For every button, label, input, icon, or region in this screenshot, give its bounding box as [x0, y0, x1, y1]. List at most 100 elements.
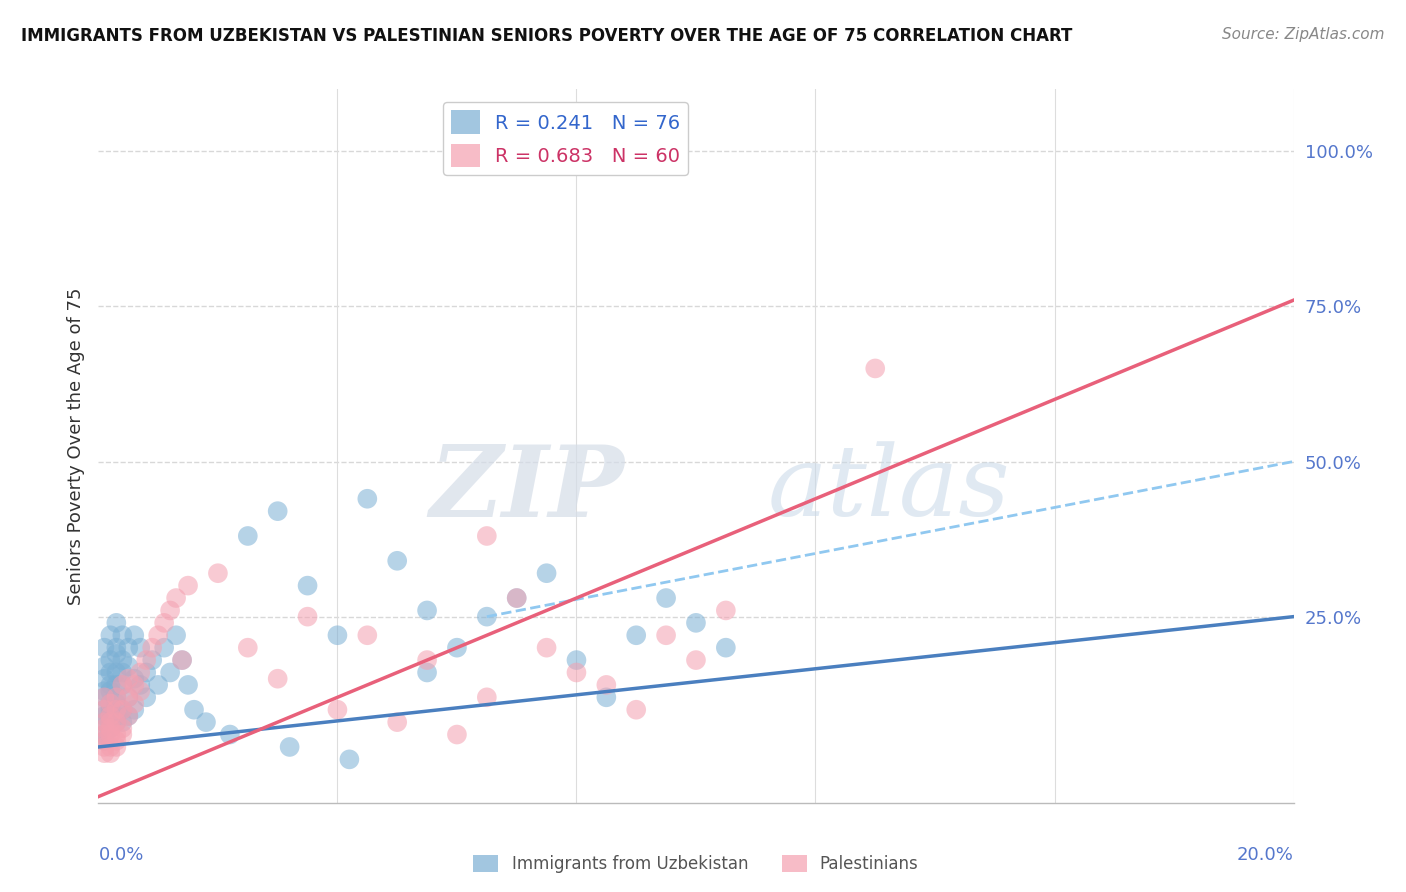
Point	[153, 615, 176, 630]
Point	[105, 739, 128, 754]
Point	[111, 703, 134, 717]
Point	[153, 640, 176, 655]
Point	[124, 697, 146, 711]
Point	[98, 739, 122, 754]
Point	[195, 715, 218, 730]
Point	[111, 678, 134, 692]
Point	[98, 722, 122, 736]
Point	[565, 665, 588, 680]
Point	[93, 703, 115, 717]
Point	[536, 640, 558, 655]
Point	[98, 746, 122, 760]
Y-axis label: Seniors Poverty Over the Age of 75: Seniors Poverty Over the Age of 75	[66, 287, 84, 605]
Point	[111, 727, 134, 741]
Text: ZIP: ZIP	[429, 441, 624, 537]
Point	[93, 739, 115, 754]
Point	[93, 722, 115, 736]
Point	[93, 709, 115, 723]
Point	[93, 640, 115, 655]
Point	[297, 579, 319, 593]
Point	[117, 709, 139, 723]
Point	[626, 628, 648, 642]
Point	[506, 591, 529, 605]
Point	[141, 640, 163, 655]
Point	[356, 491, 378, 506]
Point	[278, 739, 301, 754]
Point	[626, 703, 648, 717]
Point	[207, 566, 229, 581]
Point	[129, 678, 152, 692]
Point	[111, 722, 134, 736]
Point	[297, 609, 319, 624]
Point	[105, 697, 128, 711]
Point	[236, 529, 259, 543]
Point	[93, 746, 115, 760]
Point	[105, 665, 128, 680]
Point	[98, 628, 122, 642]
Point	[93, 727, 115, 741]
Point	[148, 678, 170, 692]
Point	[98, 709, 122, 723]
Point	[129, 684, 152, 698]
Point	[111, 715, 134, 730]
Point	[475, 529, 498, 543]
Point	[165, 591, 187, 605]
Point	[124, 703, 146, 717]
Point	[865, 361, 887, 376]
Point	[685, 653, 707, 667]
Point	[416, 665, 439, 680]
Point	[111, 653, 134, 667]
Point	[446, 640, 468, 655]
Point	[93, 733, 115, 747]
Point	[105, 678, 128, 692]
Point	[105, 715, 128, 730]
Point	[267, 672, 290, 686]
Point	[135, 653, 157, 667]
Point	[111, 678, 134, 692]
Point	[685, 615, 707, 630]
Point	[595, 690, 617, 705]
Point	[93, 672, 115, 686]
Point	[446, 727, 468, 741]
Point	[93, 727, 115, 741]
Point	[105, 727, 128, 741]
Point	[93, 690, 115, 705]
Point	[98, 678, 122, 692]
Point	[93, 690, 115, 705]
Point	[117, 690, 139, 705]
Point	[129, 665, 152, 680]
Point	[565, 653, 588, 667]
Point	[385, 715, 409, 730]
Point	[148, 628, 170, 642]
Point	[506, 591, 529, 605]
Point	[135, 665, 157, 680]
Point	[105, 615, 128, 630]
Point	[385, 554, 409, 568]
Point	[416, 603, 439, 617]
Point	[98, 715, 122, 730]
Point	[714, 603, 737, 617]
Point	[111, 628, 134, 642]
Point	[326, 703, 349, 717]
Point	[172, 653, 194, 667]
Point	[172, 653, 194, 667]
Point	[105, 690, 128, 705]
Point	[93, 715, 115, 730]
Point	[339, 752, 361, 766]
Point	[93, 715, 115, 730]
Point	[475, 609, 498, 624]
Point	[98, 665, 122, 680]
Point	[655, 591, 678, 605]
Point	[93, 684, 115, 698]
Point	[105, 715, 128, 730]
Point	[236, 640, 259, 655]
Point	[93, 659, 115, 673]
Text: Source: ZipAtlas.com: Source: ZipAtlas.com	[1222, 27, 1385, 42]
Point	[98, 697, 122, 711]
Text: atlas: atlas	[768, 442, 1011, 536]
Point	[105, 703, 128, 717]
Point	[117, 640, 139, 655]
Point	[129, 640, 152, 655]
Point	[219, 727, 242, 741]
Legend: Immigrants from Uzbekistan, Palestinians: Immigrants from Uzbekistan, Palestinians	[467, 848, 925, 880]
